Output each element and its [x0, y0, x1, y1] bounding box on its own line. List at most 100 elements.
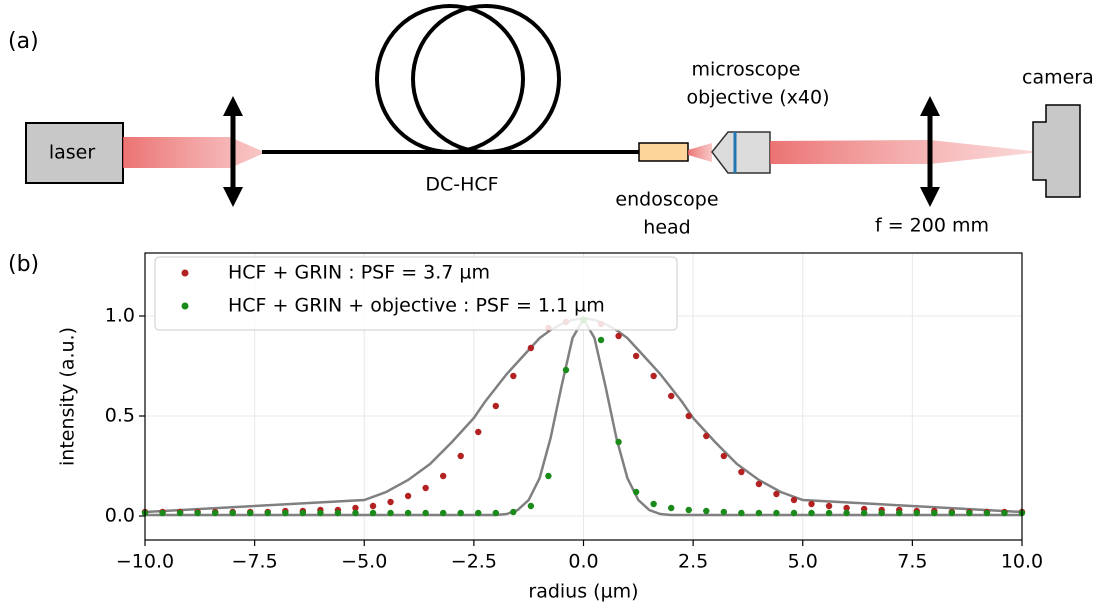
- data-point: [422, 509, 429, 517]
- data-point: [931, 509, 938, 517]
- data-point: [176, 509, 184, 517]
- data-point: [527, 344, 535, 352]
- beam: [123, 137, 262, 168]
- data-point: [703, 432, 710, 440]
- data-point: [387, 509, 394, 517]
- camera: [1032, 104, 1081, 198]
- data-point: [983, 509, 991, 517]
- legend-label: HCF + GRIN + objective : PSF = 1.1 µm: [228, 295, 605, 317]
- data-point: [387, 498, 394, 506]
- y-tick-label: 0.0: [105, 505, 135, 527]
- data-point: [159, 509, 166, 517]
- legend-marker: [181, 269, 189, 277]
- x-tick-label: 10.0: [1001, 551, 1043, 573]
- legend-marker: [181, 302, 189, 310]
- data-point: [685, 506, 692, 514]
- endoscope-head: [638, 142, 689, 162]
- data-point: [632, 488, 640, 496]
- data-point: [685, 412, 692, 420]
- data-point: [510, 508, 517, 516]
- data-point: [369, 509, 377, 517]
- data-point: [492, 509, 499, 517]
- data-point: [808, 509, 815, 517]
- data-point: [229, 509, 236, 517]
- x-tick-label: 5.0: [788, 551, 818, 573]
- data-point: [755, 509, 763, 517]
- data-point: [632, 352, 640, 360]
- data-point: [211, 509, 219, 517]
- x-tick-label: 7.5: [897, 551, 927, 573]
- data-point: [422, 484, 429, 492]
- lens-label: f = 200 mm: [875, 215, 989, 237]
- x-tick-label: 2.5: [678, 551, 708, 573]
- data-point: [615, 438, 622, 446]
- data-point: [475, 428, 482, 436]
- fiber-coil: [375, 4, 525, 154]
- data-point: [790, 496, 798, 504]
- data-point: [404, 492, 412, 500]
- data-point: [896, 509, 903, 517]
- data-point: [668, 504, 675, 512]
- data-point: [703, 507, 710, 515]
- y-tick-label: 1.0: [105, 305, 135, 327]
- data-point: [738, 468, 745, 476]
- data-point: [369, 502, 377, 510]
- data-point: [860, 509, 868, 517]
- data-point: [825, 502, 833, 510]
- data-point: [738, 509, 745, 517]
- data-point: [352, 504, 359, 512]
- data-point: [808, 500, 815, 508]
- beam: [770, 140, 1032, 164]
- data-point: [966, 509, 973, 517]
- objective-label: objective (x40): [686, 87, 829, 109]
- x-tick-label: 0.0: [568, 551, 598, 573]
- x-tick-label: −7.5: [232, 551, 278, 573]
- y-axis-label: intensity (a.u.): [57, 327, 79, 466]
- x-axis-label: radius (µm): [528, 581, 638, 603]
- panel-label: (b): [8, 252, 39, 277]
- data-point: [194, 509, 201, 517]
- data-point: [755, 480, 763, 488]
- data-point: [790, 509, 798, 517]
- data-point: [773, 490, 780, 498]
- data-point: [825, 509, 833, 517]
- data-point: [720, 452, 728, 460]
- fiber-label: DC-HCF: [425, 174, 498, 196]
- data-point: [299, 509, 307, 517]
- data-point: [439, 472, 447, 480]
- objective: [711, 131, 771, 174]
- data-point: [545, 472, 552, 480]
- data-point: [650, 500, 657, 508]
- data-point: [650, 372, 657, 380]
- data-point: [773, 509, 780, 517]
- objective-label: microscope: [692, 59, 801, 81]
- x-tick-label: −2.5: [451, 551, 497, 573]
- beam: [688, 143, 712, 162]
- data-point: [492, 402, 499, 410]
- data-point: [527, 502, 535, 510]
- data-point: [439, 509, 447, 517]
- data-point: [615, 332, 622, 340]
- data-point: [948, 509, 956, 517]
- data-point: [668, 392, 675, 400]
- data-point: [457, 509, 464, 517]
- data-point: [510, 372, 517, 380]
- data-point: [457, 452, 464, 460]
- data-point: [404, 509, 412, 517]
- fiber-coil: [411, 4, 561, 154]
- data-point: [1001, 509, 1008, 517]
- camera-label: camera: [1022, 67, 1094, 89]
- data-point: [264, 509, 271, 517]
- x-tick-label: −10.0: [116, 551, 174, 573]
- data-point: [334, 509, 342, 517]
- data-point: [475, 509, 482, 517]
- psf-chart: −10.0 −7.5 −5.0 −2.5 0.0 2.5 5.0 7.5 10.0 0.0 0.5 1…: [57, 252, 1043, 603]
- data-point: [317, 509, 324, 517]
- plot-frame: [144, 252, 1023, 541]
- laser-box: [25, 122, 124, 184]
- y-tick-label: 0.5: [105, 405, 135, 427]
- data-point: [562, 366, 570, 374]
- laser-label: laser: [49, 142, 96, 164]
- data-point: [913, 509, 920, 517]
